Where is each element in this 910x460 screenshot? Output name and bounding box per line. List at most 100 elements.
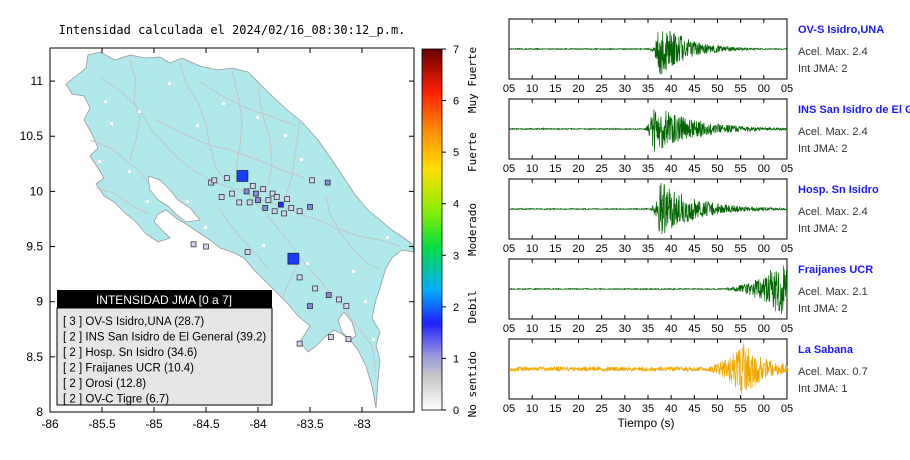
station-name: OV-S Isidro,UNA xyxy=(798,24,884,36)
station-markers xyxy=(190,170,352,347)
station-marker xyxy=(284,196,290,202)
station-marker xyxy=(190,241,197,248)
station-marker xyxy=(278,201,284,208)
station-name: Hosp. Sn Isidro xyxy=(798,184,879,196)
legend-title: INTENSIDAD JMA [0 a 7] xyxy=(96,293,232,307)
station-marker xyxy=(244,249,251,255)
waveform-tick-label: 30 xyxy=(619,403,631,415)
waveform-tick-label: 15 xyxy=(549,323,561,335)
station-marker xyxy=(327,334,334,340)
waveform-tick-label: 30 xyxy=(619,83,631,95)
waveform-tick-label: 05 xyxy=(781,83,793,95)
station-marker xyxy=(246,199,253,206)
map-y-tick-label: 10 xyxy=(30,184,44,198)
colorbar-tick-label: 2 xyxy=(453,302,459,314)
station-marker xyxy=(296,208,303,215)
colorbar-tick-label: 6 xyxy=(453,96,459,108)
waveform-tick-label: 10 xyxy=(526,323,538,335)
map-y-axis: 11 10.5 10 9.5 9 8.5 8 xyxy=(20,74,414,419)
station-marker xyxy=(236,199,243,206)
waveform-panel: 05 10 15 20 25 30 35 40 45 50 55 00 05 Fraijanes UCR A… xyxy=(503,258,873,335)
waveform-tick-label: 20 xyxy=(572,83,584,95)
waveform-tick-label: 20 xyxy=(572,403,584,415)
station-marker xyxy=(343,303,350,309)
colorbar-tick-label: 4 xyxy=(453,199,459,211)
station-marker xyxy=(229,190,235,197)
station-marker xyxy=(262,205,269,211)
waveform-tick-label: 15 xyxy=(549,83,561,95)
station-marker xyxy=(324,179,331,186)
waveform-tick-label: 50 xyxy=(711,243,723,255)
costa-rica-landmass xyxy=(65,51,415,409)
station-marker xyxy=(309,177,315,184)
station-marker xyxy=(281,210,287,217)
waveform-tick-label: 25 xyxy=(596,83,608,95)
waveform-tick-label: 40 xyxy=(665,243,677,255)
station-marker xyxy=(345,336,352,343)
colorbar-category-label: Debil xyxy=(466,290,479,323)
waveform-tick-label: 45 xyxy=(688,243,700,255)
waveform-tick-label: 45 xyxy=(688,83,700,95)
station-jma-intensity: Int JMA: 1 xyxy=(798,383,848,395)
map-x-tick-label: -85 xyxy=(145,417,163,431)
colorbar-category-label: No sentido xyxy=(466,351,479,417)
waveform-tick-label: 15 xyxy=(549,403,561,415)
waveform-tick-label: 05 xyxy=(781,243,793,255)
waveform-tick-label: 40 xyxy=(665,403,677,415)
waveform-tick-label: 30 xyxy=(619,323,631,335)
map-y-tick-label: 11 xyxy=(31,74,44,88)
waveform-trace xyxy=(508,109,788,152)
station-marker xyxy=(325,292,332,298)
waveform-panel: 05 10 15 20 25 30 35 40 45 50 55 00 05 OV-S Isidro,UN… xyxy=(503,18,884,95)
map-x-tick-label: -83 xyxy=(353,417,371,431)
station-marker xyxy=(236,170,249,182)
waveform-tick-label: 00 xyxy=(758,323,770,335)
legend-item: [ 2 ] OV-C Tigre (6.7) xyxy=(63,394,169,406)
station-marker xyxy=(265,197,272,204)
station-marker xyxy=(273,194,280,200)
station-marker xyxy=(271,208,278,215)
station-peak-acceleration: Acel. Max. 2.4 xyxy=(798,206,868,218)
waveform-trace xyxy=(508,182,788,235)
station-name: La Sabana xyxy=(798,344,854,356)
waveform-tick-label: 35 xyxy=(642,323,654,335)
waveform-tick-label: 55 xyxy=(735,163,747,175)
map-x-tick-label: -84 xyxy=(249,417,267,431)
station-marker xyxy=(307,203,313,210)
map-y-tick-label: 9.5 xyxy=(26,240,43,254)
waveform-tick-label: 35 xyxy=(642,163,654,175)
intensity-colorbar: 0 1 2 3 4 5 6 7 No sentido Debil Moderado Fuerte Mu… xyxy=(421,44,479,418)
waveform-trace xyxy=(508,265,788,314)
station-name: Fraijanes UCR xyxy=(798,264,873,276)
waveform-tick-label: 45 xyxy=(688,163,700,175)
waveform-trace xyxy=(508,342,788,394)
waveform-tick-label: 55 xyxy=(735,243,747,255)
waveform-tick-label: 10 xyxy=(526,83,538,95)
waveform-tick-label: 20 xyxy=(572,163,584,175)
station-marker xyxy=(255,197,261,204)
waveform-panel: 05 10 15 20 25 30 35 40 45 50 55 00 05 La Sabana Acel.… xyxy=(503,338,868,415)
waveform-tick-label: 55 xyxy=(735,403,747,415)
waveform-trace xyxy=(508,31,788,75)
station-marker xyxy=(307,303,313,309)
legend-item: [ 2 ] Hosp. Sn Isidro (34.6) xyxy=(63,347,197,359)
waveform-tick-label: 00 xyxy=(758,83,770,95)
waveform-tick-label: 35 xyxy=(642,83,654,95)
station-marker xyxy=(243,188,250,195)
station-marker xyxy=(336,296,342,303)
intensity-legend: INTENSIDAD JMA [0 a 7] [ 3 ] OV-S Isidro… xyxy=(56,290,273,406)
waveform-tick-label: 05 xyxy=(503,163,515,175)
station-peak-acceleration: Acel. Max. 2.4 xyxy=(798,126,868,138)
station-marker xyxy=(249,183,256,189)
waveform-tick-label: 00 xyxy=(758,243,770,255)
gulf-nicoya xyxy=(147,175,201,223)
town-markers xyxy=(98,82,389,341)
map-y-tick-label: 9 xyxy=(36,295,43,309)
colorbar-categories: No sentido Debil Moderado Fuerte Muy Fuerte xyxy=(466,47,479,418)
waveform-panel: 05 10 15 20 25 30 35 40 45 50 55 00 05 INS San Isidro… xyxy=(503,98,910,175)
colorbar-category-label: Muy Fuerte xyxy=(466,47,479,113)
waveform-tick-label: 00 xyxy=(758,403,770,415)
waveform-tick-label: 05 xyxy=(503,243,515,255)
map-x-tick-label: -84.5 xyxy=(192,417,220,431)
